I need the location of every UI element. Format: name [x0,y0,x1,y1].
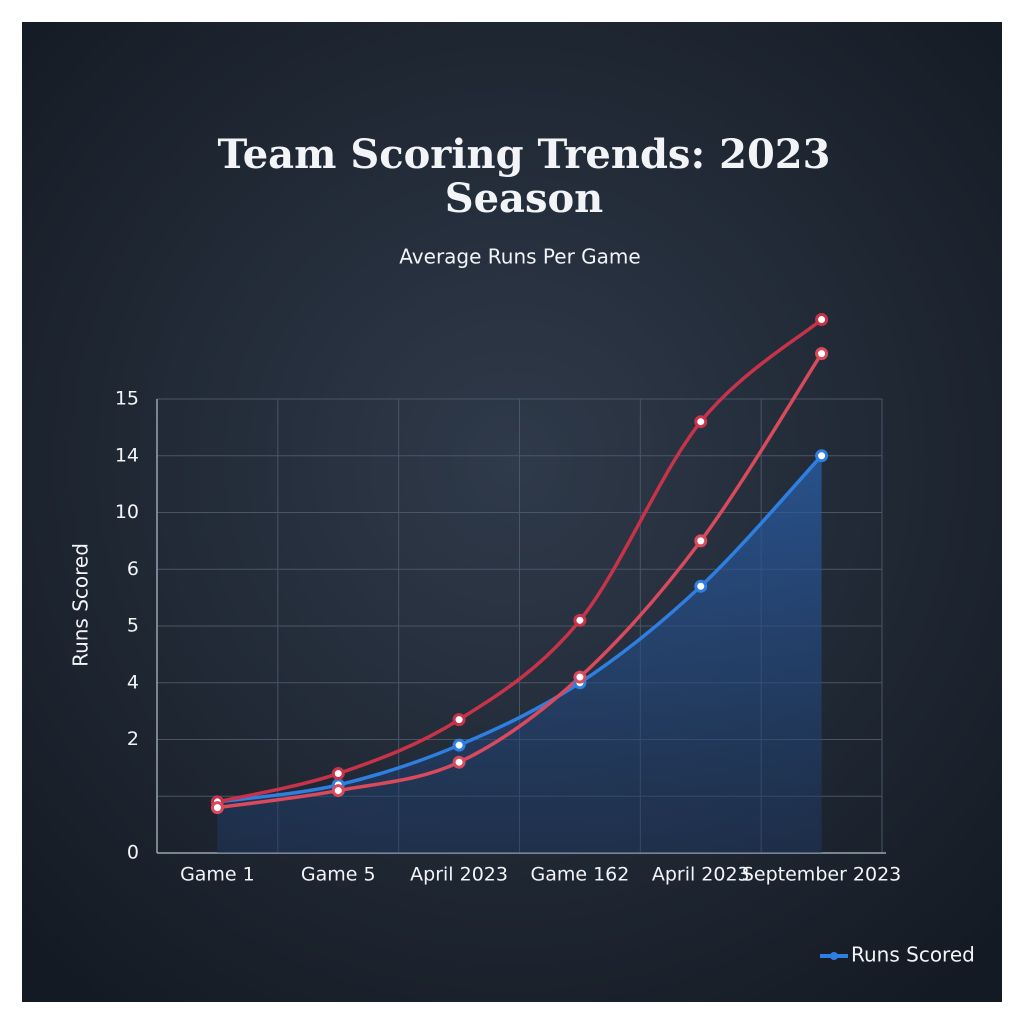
y-tick-label: 2 [127,728,139,750]
y-tick-label: 6 [127,558,139,580]
point [452,713,466,727]
y-tick-label: 0 [127,842,139,864]
point [815,347,829,361]
y-axis-label: Runs Scored [69,543,93,667]
point [452,755,466,769]
point [694,579,708,593]
x-tick-label: Game 5 [301,864,376,886]
chart-title: Team Scoring Trends: 2023 Season [218,131,831,222]
point [573,613,587,627]
point [815,313,829,327]
x-tick-label: Game 162 [530,864,629,886]
legend-dot [830,952,838,960]
y-tick-label: 10 [115,501,139,523]
line [215,454,824,804]
x-tick-label: September 2023 [742,864,901,886]
point [694,534,708,548]
point [331,767,345,781]
point [573,670,587,684]
x-tick-label: Game 1 [180,864,255,886]
y-tick-label: 15 [115,388,139,410]
chart-subtitle: Average Runs Per Game [399,245,640,269]
y-tick-label: 5 [127,615,139,637]
area [217,455,822,853]
point [452,738,466,752]
point [331,784,345,798]
y-tick-label: 14 [115,444,139,466]
point [210,801,224,815]
x-tick-label: April 2023 [410,864,508,886]
point [815,449,829,463]
y-tick-label: 4 [127,671,139,693]
legend-label: Runs Scored [851,943,975,967]
point [694,415,708,429]
x-tick-label: April 2023 [652,864,750,886]
